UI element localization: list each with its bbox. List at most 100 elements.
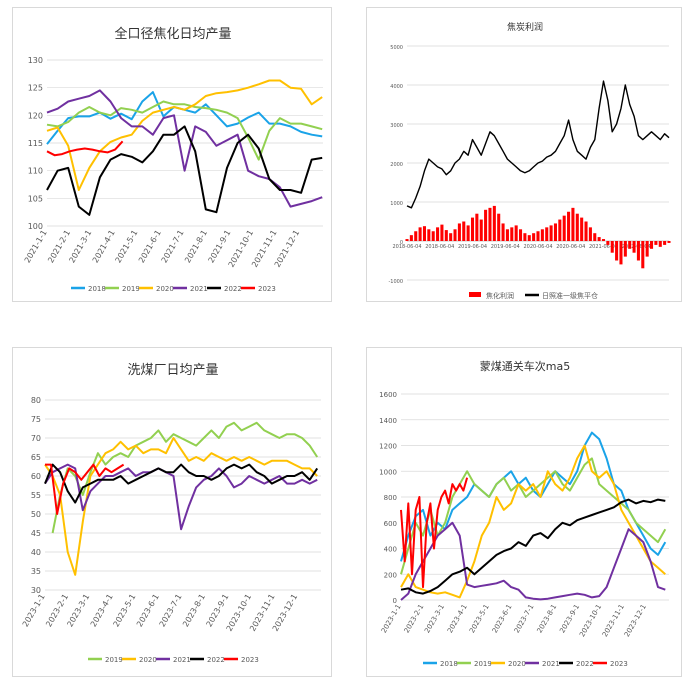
series-line-日照准一级焦平仓 [406, 80, 670, 209]
legend-label: 焦化利润 [486, 291, 514, 300]
profit-bar [457, 223, 461, 241]
series-line-2019 [46, 100, 323, 161]
y-tick-label: 130 [28, 56, 43, 65]
x-tick-label: 2020-06-04 [523, 244, 552, 250]
profit-bar [418, 227, 422, 241]
profit-bar [615, 241, 619, 261]
profit-bar [519, 229, 523, 241]
profit-bar [645, 241, 649, 257]
profit-bar [558, 219, 562, 241]
profit-bar [540, 229, 544, 241]
profit-bar [610, 241, 614, 253]
x-tick-label: 2018-06-04 [392, 244, 421, 250]
y-tick-label: 3000 [390, 123, 403, 129]
y-tick-label: 35 [31, 567, 41, 576]
legend-label: 2019 [474, 660, 492, 668]
profit-bar [571, 207, 575, 241]
y-tick-label: 1200 [379, 443, 397, 451]
legend-label: 2019 [105, 656, 123, 664]
x-tick-label: 2023-9-1 [558, 603, 581, 635]
series-line-2021 [46, 89, 323, 208]
chart-coking-output-svg: 全口径焦化日均产量 100 105 110 115 120 125 130 2021-1-1 20… [23, 26, 323, 293]
x-tick-label: 2023-8-1 [181, 593, 207, 629]
y-tick-label: 200 [384, 571, 397, 579]
x-tick-label: 2023-6-1 [135, 593, 161, 629]
profit-bar [444, 230, 448, 241]
series-line-2021 [44, 463, 318, 531]
x-tick-label: 2019-06-04 [491, 244, 520, 250]
profit-bar [606, 241, 610, 245]
chart-title: 蒙煤通关车次ma5 [480, 359, 570, 373]
profit-bar [523, 233, 527, 241]
x-tick-label: 2023-4-1 [446, 603, 469, 635]
y-tick-label: 800 [384, 494, 397, 502]
legend-label: 2018 [440, 660, 458, 668]
profit-bar [470, 217, 475, 241]
profit-bar [453, 229, 457, 241]
profit-bar [409, 235, 413, 241]
profit-bar [501, 223, 505, 241]
series-line-2023 [46, 140, 124, 157]
x-tick-label: 2021-06-04 [589, 244, 618, 250]
x-tick-label: 2023-1-1 [380, 603, 403, 635]
series-line-2021 [400, 521, 666, 601]
chart-mongolia-coal-trucks: 蒙煤通关车次ma5 0 200 400 600 800 1000 1200 1400 1600 20… [366, 347, 682, 677]
profit-bar [593, 233, 597, 241]
y-tick-label: 1600 [379, 391, 397, 399]
x-tick-label: 2023-4-1 [89, 593, 115, 629]
profit-bar [628, 241, 632, 249]
x-tick-label: 2022-06-04 [622, 244, 651, 250]
profit-bar [641, 241, 645, 269]
y-tick-label: 125 [28, 84, 43, 93]
profit-bar [658, 241, 662, 247]
y-tick-label: 75 [31, 415, 41, 424]
chart-mongolia-coal-trucks-svg: 蒙煤通关车次ma5 0 200 400 600 800 1000 1200 1400 1600 20… [379, 359, 669, 668]
y-tick-label: 600 [384, 520, 397, 528]
legend-label: 2020 [156, 285, 174, 293]
profit-bar [431, 231, 435, 241]
profit-bar [575, 213, 579, 241]
profit-bar [449, 233, 453, 241]
profit-bar [562, 215, 566, 241]
legend-label: 2022 [224, 285, 242, 293]
y-tick-label: 0 [393, 597, 397, 605]
legend-label: 2022 [207, 656, 225, 664]
y-tick-label: 40 [31, 548, 41, 557]
profit-bar [536, 231, 540, 241]
x-tick-label: 2023-1-1 [21, 593, 47, 629]
chart-title: 全口径焦化日均产量 [114, 26, 231, 42]
profit-bar [422, 226, 426, 241]
legend-label: 2020 [508, 660, 526, 668]
profit-bar [650, 241, 654, 249]
chart-coking-output: 全口径焦化日均产量 100 105 110 115 120 125 130 2021-1-1 20… [12, 7, 332, 302]
y-tick-label: 80 [31, 396, 41, 405]
series-line-2022 [400, 498, 666, 595]
x-tick-label: 2023-8-1 [536, 603, 559, 635]
x-tick-label: 2023-10-1 [578, 603, 603, 638]
chart-title: 焦炭利润 [507, 21, 543, 33]
profit-bar [484, 209, 488, 241]
profit-bar [545, 227, 549, 241]
x-tick-label: 2023-11-1 [601, 603, 626, 638]
x-tick-label: 2023-5-1 [112, 593, 138, 629]
profit-bar [436, 227, 440, 241]
profit-bar [466, 225, 470, 241]
profit-bar [623, 241, 627, 257]
chart-washery-output: 洗煤厂日均产量 30 35 40 45 50 55 60 65 70 75 80 2023-1-1 202… [12, 347, 332, 677]
legend-label: 2022 [576, 660, 594, 668]
profit-bar [667, 241, 671, 243]
legend-label: 2018 [88, 285, 106, 293]
chart-coke-profit-svg: 焦炭利润 -1000 0 1000 2000 3000 4000 5000 2018-06-04… [388, 21, 671, 300]
chart-washery-output-svg: 洗煤厂日均产量 30 35 40 45 50 55 60 65 70 75 80 2023-1-1 202… [21, 363, 321, 664]
x-tick-label: 2023-7-1 [513, 603, 536, 635]
profit-bar [636, 241, 640, 261]
y-tick-label: 65 [31, 453, 41, 462]
legend-label: 2020 [139, 656, 157, 664]
y-tick-label: 110 [28, 167, 43, 176]
profit-bar [475, 213, 479, 241]
y-tick-label: 400 [384, 546, 397, 554]
legend-label: 日照准一级焦平仓 [542, 291, 598, 300]
y-tick-label: 1400 [379, 417, 397, 425]
profit-bar [492, 205, 496, 241]
profit-bar [584, 221, 588, 241]
